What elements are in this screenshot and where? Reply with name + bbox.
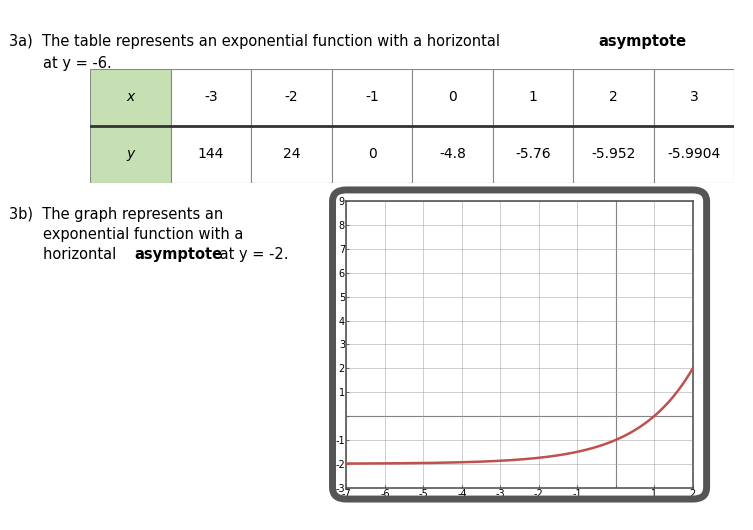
Text: x: x [127, 91, 135, 104]
Text: 3b)  The graph represents an: 3b) The graph represents an [9, 207, 224, 222]
Text: exponential function with a: exponential function with a [43, 227, 243, 242]
Bar [654, 69, 734, 126]
Bar [332, 126, 413, 183]
Text: -2: -2 [285, 91, 298, 104]
Text: -5.9904: -5.9904 [667, 147, 721, 161]
Bar [90, 69, 171, 126]
Text: 144: 144 [198, 147, 224, 161]
Bar [171, 69, 252, 126]
Text: 3a)  The table represents an exponential function with a horizontal: 3a) The table represents an exponential … [9, 34, 505, 49]
Bar [492, 69, 573, 126]
Text: at y = -2.: at y = -2. [215, 247, 289, 262]
Bar [252, 69, 332, 126]
Text: 24: 24 [283, 147, 300, 161]
Bar [413, 126, 492, 183]
Text: -3: -3 [204, 91, 218, 104]
Bar [492, 126, 573, 183]
Bar [413, 69, 492, 126]
Text: asymptote: asymptote [598, 34, 686, 49]
Text: at y = -6.: at y = -6. [43, 56, 111, 70]
Text: y: y [127, 147, 135, 161]
Text: -1: -1 [365, 91, 379, 104]
Bar [332, 69, 413, 126]
Bar [90, 126, 171, 183]
Text: 0: 0 [367, 147, 376, 161]
Bar [252, 126, 332, 183]
Bar [573, 69, 654, 126]
Bar [654, 126, 734, 183]
Text: -4.8: -4.8 [439, 147, 466, 161]
Text: 3: 3 [690, 91, 698, 104]
Text: -5.952: -5.952 [591, 147, 636, 161]
Text: 0: 0 [448, 91, 457, 104]
Bar [171, 126, 252, 183]
Text: horizontal: horizontal [43, 247, 120, 262]
Text: 1: 1 [529, 91, 538, 104]
Text: -5.76: -5.76 [515, 147, 550, 161]
Text: asymptote: asymptote [134, 247, 222, 262]
Bar [573, 126, 654, 183]
Text: 2: 2 [609, 91, 617, 104]
